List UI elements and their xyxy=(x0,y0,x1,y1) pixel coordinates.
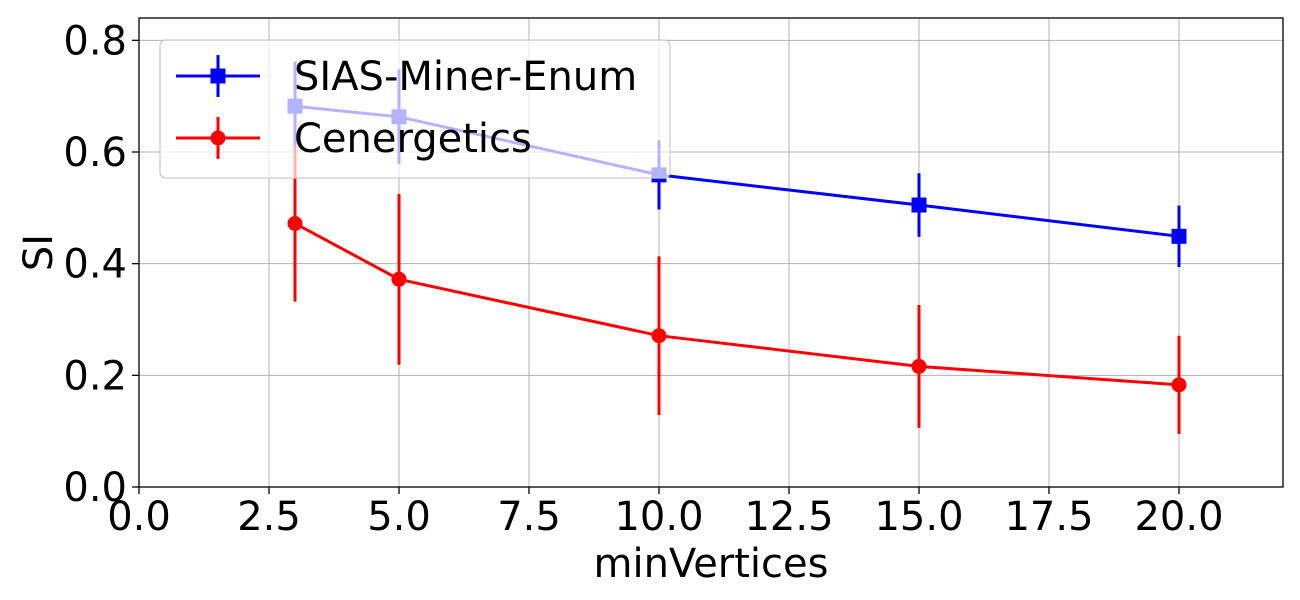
legend-item: SIAS-Miner-Enum xyxy=(176,54,637,100)
x-tick-label: 15.0 xyxy=(874,494,963,540)
y-tick-label: 0.0 xyxy=(63,465,127,511)
legend-label: Cenergetics xyxy=(294,116,532,162)
plot-frame xyxy=(138,17,1284,488)
legend-marker xyxy=(210,68,226,84)
legend-marker xyxy=(210,130,226,146)
legend: SIAS-Miner-Enum Cenergetics xyxy=(159,39,671,179)
x-tick-label: 12.5 xyxy=(744,494,833,540)
data-point xyxy=(1171,228,1187,244)
y-tick-label: 0.2 xyxy=(63,353,127,399)
data-point xyxy=(287,215,303,231)
x-tick-label: 0.0 xyxy=(107,494,171,540)
data-point xyxy=(651,328,667,344)
data-point xyxy=(391,271,407,287)
x-tick-label: 5.0 xyxy=(367,494,431,540)
y-tick-label: 0.4 xyxy=(63,242,127,288)
y-axis-ticks: 0.0 0.2 0.4 0.6 0.8 xyxy=(63,18,139,511)
legend-label: SIAS-Miner-Enum xyxy=(294,54,637,100)
x-tick-label: 2.5 xyxy=(237,494,301,540)
legend-box xyxy=(159,39,671,179)
data-point xyxy=(1171,377,1187,393)
y-tick-label: 0.6 xyxy=(63,130,127,176)
y-tick-label: 0.8 xyxy=(63,18,127,64)
series-cenergetics xyxy=(287,145,1187,434)
data-point xyxy=(911,197,927,213)
x-axis-ticks: 0.0 2.5 5.0 7.5 10.0 12.5 15.0 17.5 20.0 xyxy=(107,487,1224,540)
x-axis-label: minVertices xyxy=(594,541,829,587)
x-tick-label: 7.5 xyxy=(497,494,561,540)
y-axis-label: SI xyxy=(16,234,62,271)
x-tick-label: 17.5 xyxy=(1004,494,1093,540)
series-line xyxy=(294,222,1180,387)
x-tick-label: 20.0 xyxy=(1134,494,1223,540)
data-point xyxy=(911,358,927,374)
x-tick-label: 10.0 xyxy=(614,494,703,540)
legend-item: Cenergetics xyxy=(176,116,532,162)
